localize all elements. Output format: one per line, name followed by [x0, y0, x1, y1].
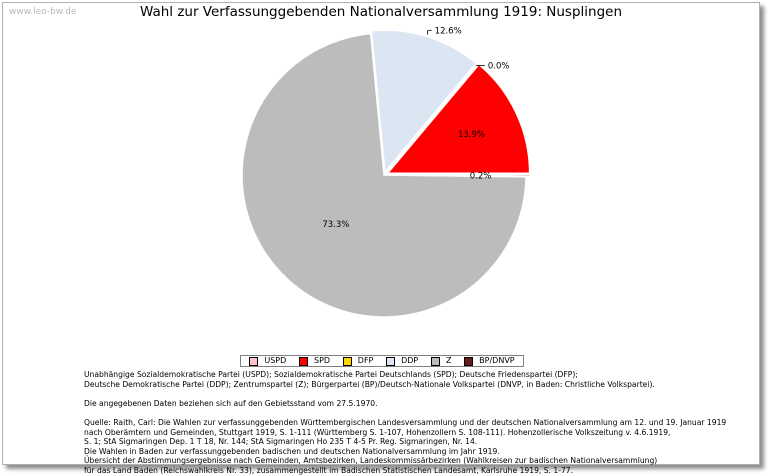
pie-slice-z: [241, 32, 527, 318]
legend-label-ddp: DDP: [401, 356, 419, 365]
legend-item-z: Z: [430, 355, 452, 367]
legend-label-bp-dnvp: BP/DNVP: [479, 356, 515, 365]
legend-item-uspd: USPD: [249, 355, 286, 367]
legend-swatch-uspd: [249, 356, 259, 366]
slice-label-spd: 13.9%: [458, 130, 485, 140]
legend-swatch-dfp: [342, 356, 352, 366]
party-explanation: Unabhängige Sozialdemokratische Partei (…: [84, 370, 655, 389]
slice-label-dfp: 0.0%: [488, 61, 510, 71]
legend-item-bp-dnvp: BP/DNVP: [464, 355, 515, 367]
legend-swatch-bp-dnvp: [464, 356, 474, 366]
legend-label-uspd: USPD: [264, 356, 287, 365]
legend-swatch-spd: [299, 356, 308, 366]
pie-slice-spd: [386, 63, 531, 175]
legend-swatch-ddp: [386, 356, 396, 366]
legend-swatch-z: [430, 356, 440, 366]
legend-label-spd: SPD: [314, 356, 331, 365]
slice-label-ddp: 12.6%: [435, 27, 462, 37]
chart-legend: USPD SPD DFP DDP Z BP/DNVP: [240, 355, 524, 367]
pie-slice-ddp: [370, 29, 478, 174]
chart-title: Wahl zur Verfassunggebenden Nationalvers…: [139, 4, 623, 20]
leader-line-ddp: [427, 30, 432, 35]
source-note: Quelle: Raith, Carl: Die Wahlen zur verf…: [84, 417, 727, 475]
pie-chart: 0.0%13.9%0.0%12.6%73.3%0.2%: [241, 27, 531, 318]
legend-item-ddp: DDP: [386, 355, 418, 367]
slice-label-bp-dnvp: 0.2%: [470, 172, 492, 182]
legend-label-z: Z: [445, 356, 452, 365]
legend-item-spd: SPD: [299, 355, 330, 367]
territory-note: Die angegebenen Daten beziehen sich auf …: [84, 398, 378, 408]
slice-label-z: 73.3%: [322, 220, 349, 230]
pie-slice-bp-dnvp: [387, 174, 531, 178]
legend-item-dfp: DFP: [342, 355, 374, 367]
legend-label-dfp: DFP: [357, 356, 374, 365]
watermark: www.leo-bw.de: [9, 7, 77, 17]
chart-notes: Unabhängige Sozialdemokratische Partei (…: [84, 370, 754, 476]
